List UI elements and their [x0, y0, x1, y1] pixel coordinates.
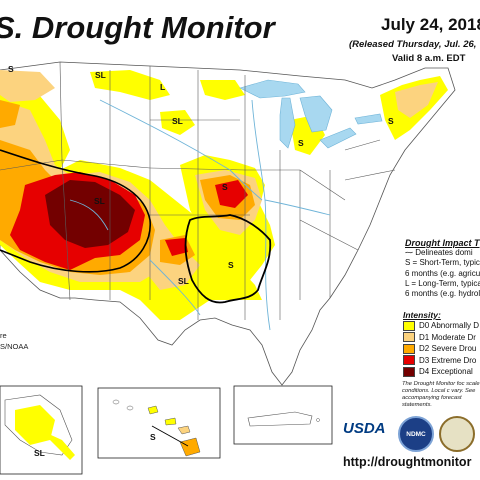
d2-swatch [403, 343, 415, 354]
legend-label: D4 Exceptional [419, 367, 473, 377]
lake-michigan [279, 97, 296, 149]
legend-item: D2 Severe Drou [403, 343, 480, 355]
hawaii-inset: S [97, 387, 221, 459]
impact-title: Drought Impact T [405, 238, 480, 248]
noaa-logo [439, 416, 475, 452]
map-title: S. Drought Monitor [0, 10, 275, 45]
map-label: S [298, 138, 304, 148]
impact-legend: Drought Impact T ⁓ Delineates domi S = S… [405, 238, 480, 299]
d0-swatch [403, 320, 415, 331]
map-label: SL [95, 70, 106, 80]
released-note: (Released Thursday, Jul. 26, [349, 39, 477, 50]
map-date: July 24, 2018 [381, 15, 480, 34]
map-label: SL [178, 276, 189, 286]
impact-delineates-text: Delineates domi [415, 248, 473, 258]
impact-short-2: 6 months (e.g. agricu [405, 268, 480, 278]
ndmc-logo: NDMC [398, 416, 434, 452]
legend-label: D3 Extreme Dro [419, 355, 477, 365]
footnote: The Drought Monitor foc scale conditions… [402, 381, 480, 408]
site-url[interactable]: http://droughtmonitor [343, 455, 472, 469]
impact-short-1: S = Short-Term, typic [405, 258, 480, 268]
d3-region [165, 238, 188, 256]
impact-boundary [184, 214, 272, 304]
map-label: SL [172, 116, 183, 126]
d2-region [0, 100, 20, 128]
boundary-line-icon: ⁓ [405, 248, 416, 258]
legend-label: D0 Abnormally D [419, 321, 480, 331]
map-label: SL [34, 448, 45, 458]
d1-region [395, 82, 438, 118]
d3-region [215, 180, 248, 208]
impact-long-1: L = Long-Term, typica [405, 278, 480, 288]
puerto-rico-inset [233, 385, 333, 445]
author-credit: re S/NOAA [0, 330, 28, 352]
d0-region [200, 80, 245, 100]
map-label: S [222, 182, 228, 192]
d1-region [0, 70, 55, 102]
lake-huron [299, 95, 333, 133]
impact-boundary [0, 149, 151, 273]
d1-swatch [403, 332, 415, 343]
lake-erie [319, 127, 357, 149]
d4-swatch [403, 366, 415, 377]
d3-swatch [403, 355, 415, 366]
rivers [69, 99, 331, 331]
author-line: S/NOAA [0, 342, 29, 351]
d4-region [45, 180, 135, 248]
d0-region [160, 110, 195, 135]
valid-note: Valid 8 a.m. EDT [392, 53, 466, 64]
map-label: L [160, 82, 165, 92]
impact-delineates: ⁓ Delineates domi [405, 248, 480, 258]
legend-item: D0 Abnormally D [403, 320, 480, 332]
map-label: S [228, 260, 234, 270]
lake-ontario [354, 113, 383, 125]
legend-item: D1 Moderate Dr [403, 332, 480, 344]
usda-logo: USDA [343, 420, 386, 437]
map-label: S [388, 116, 394, 126]
legend-label: D1 Moderate Dr [419, 332, 476, 342]
intensity-legend: Intensity: D0 Abnormally D D1 Moderate D… [403, 310, 480, 378]
map-label: S [150, 432, 156, 442]
lake-superior [239, 79, 306, 99]
impact-long-2: 6 months (e.g. hydrol [405, 289, 480, 299]
alaska-inset: SL [0, 385, 83, 475]
state-lines [0, 61, 396, 320]
legend-item: D3 Extreme Dro [403, 355, 480, 367]
intensity-title: Intensity: [403, 310, 441, 320]
map-label: SL [94, 196, 105, 206]
map-label: S [8, 64, 14, 74]
author-line: re [0, 331, 7, 340]
legend-item: D4 Exceptional [403, 366, 480, 378]
legend-label: D2 Severe Drou [419, 344, 477, 354]
